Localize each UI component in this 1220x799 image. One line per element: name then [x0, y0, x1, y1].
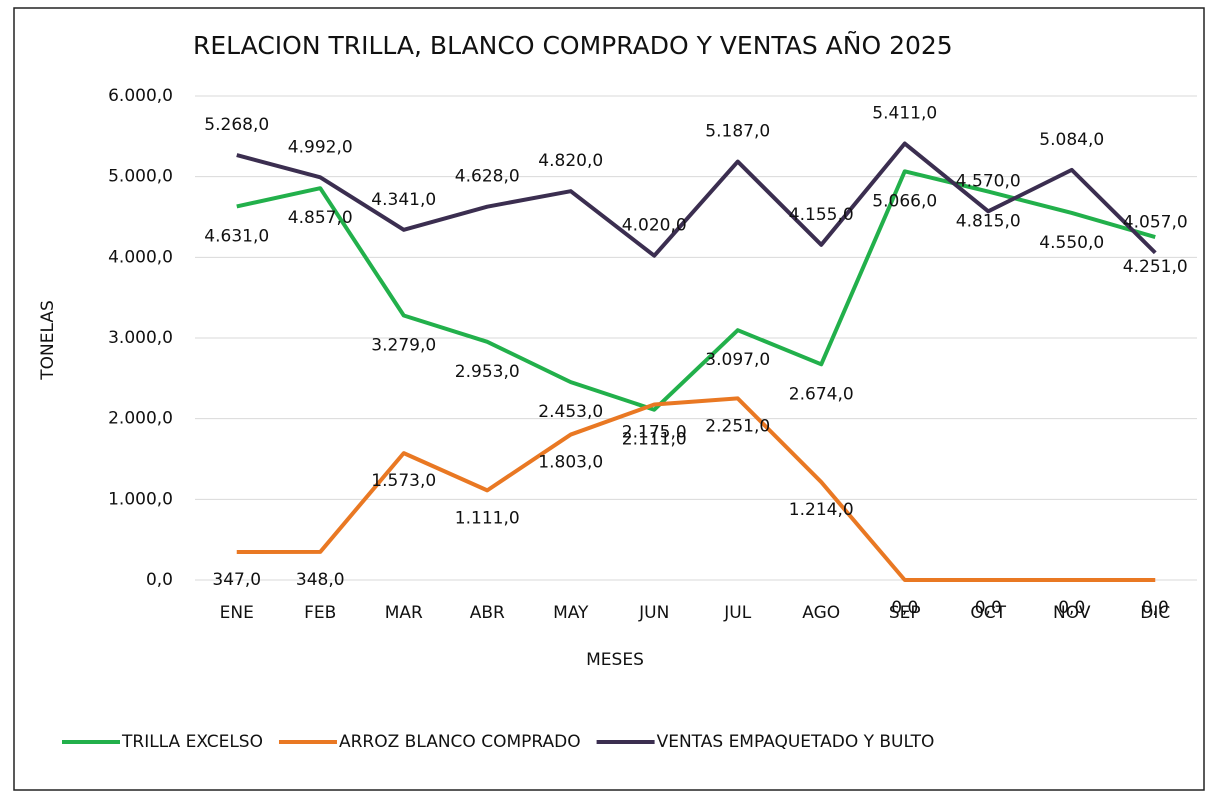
data-label: 4.820,0 — [538, 151, 603, 171]
data-label: 4.815,0 — [956, 212, 1021, 232]
data-label: 4.341,0 — [371, 190, 436, 210]
data-label: 5.268,0 — [204, 115, 269, 135]
series-line — [236, 141, 1157, 258]
data-label: 1.111,0 — [455, 508, 520, 528]
data-label: 3.279,0 — [371, 335, 436, 355]
data-label: 4.570,0 — [956, 171, 1021, 191]
data-label: 2.175,0 — [622, 423, 687, 443]
data-label: 2.953,0 — [455, 362, 520, 382]
x-tick-label: JUL — [723, 603, 751, 623]
y-tick-label: 2.000,0 — [108, 409, 173, 429]
data-label: 4.057,0 — [1123, 213, 1188, 233]
x-tick-label: MAY — [553, 603, 589, 623]
data-label: 4.631,0 — [204, 226, 269, 246]
legend-label: TRILLA EXCELSO — [121, 732, 263, 752]
data-label: 0,0 — [975, 598, 1002, 618]
x-tick-label: FEB — [304, 603, 336, 623]
y-tick-label: 4.000,0 — [108, 247, 173, 267]
x-tick-label: NOV — [1053, 603, 1091, 623]
data-label: 4.020,0 — [622, 216, 687, 236]
data-label: 4.992,0 — [288, 137, 353, 157]
x-tick-label: SEP — [889, 603, 921, 623]
y-axis-title: TONELAS — [38, 300, 58, 381]
data-label: 3.097,0 — [705, 350, 770, 370]
x-axis-title: MESES — [586, 650, 644, 670]
chart-title: RELACION TRILLA, BLANCO COMPRADO Y VENTA… — [193, 30, 953, 60]
x-tick-label: OCT — [970, 603, 1006, 623]
y-tick-label: 1.000,0 — [108, 489, 173, 509]
data-label: 2.251,0 — [705, 416, 770, 436]
x-tick-label: JUN — [638, 603, 669, 623]
data-label: 2.111,0 — [622, 430, 687, 450]
data-label: 347,0 — [212, 570, 261, 590]
x-tick-label: DIC — [1140, 603, 1170, 623]
x-tick-label: MAR — [385, 603, 423, 623]
data-label: 1.214,0 — [789, 500, 854, 520]
data-label: 1.803,0 — [538, 453, 603, 473]
legend-label: VENTAS EMPAQUETADO Y BULTO — [657, 732, 935, 752]
data-label: 0,0 — [891, 598, 918, 618]
series-line — [236, 396, 1156, 582]
y-tick-label: 3.000,0 — [108, 328, 173, 348]
data-label: 5.187,0 — [705, 122, 770, 142]
x-tick-label: ENE — [220, 603, 254, 623]
y-tick-label: 6.000,0 — [108, 86, 173, 106]
legend-label: ARROZ BLANCO COMPRADO — [339, 732, 581, 752]
y-tick-label: 5.000,0 — [108, 167, 173, 187]
x-tick-label: ABR — [470, 603, 505, 623]
data-label: 4.628,0 — [455, 167, 520, 187]
data-label: 1.573,0 — [371, 471, 436, 491]
data-label: 4.251,0 — [1123, 257, 1188, 277]
data-label: 4.550,0 — [1039, 233, 1104, 253]
series-line — [236, 169, 1156, 412]
data-label: 2.453,0 — [538, 402, 603, 422]
data-label: 0,0 — [1142, 598, 1169, 618]
x-tick-label: AGO — [802, 603, 840, 623]
data-label: 5.066,0 — [872, 191, 937, 211]
data-label: 4.155,0 — [789, 205, 854, 225]
data-label: 348,0 — [296, 570, 345, 590]
data-label: 4.857,0 — [288, 208, 353, 228]
data-label: 5.411,0 — [872, 104, 937, 124]
y-tick-label: 0,0 — [146, 570, 173, 590]
data-label: 5.084,0 — [1039, 130, 1104, 150]
chart-border — [13, 7, 1205, 791]
data-label: 2.674,0 — [789, 384, 854, 404]
data-label: 0,0 — [1058, 598, 1085, 618]
